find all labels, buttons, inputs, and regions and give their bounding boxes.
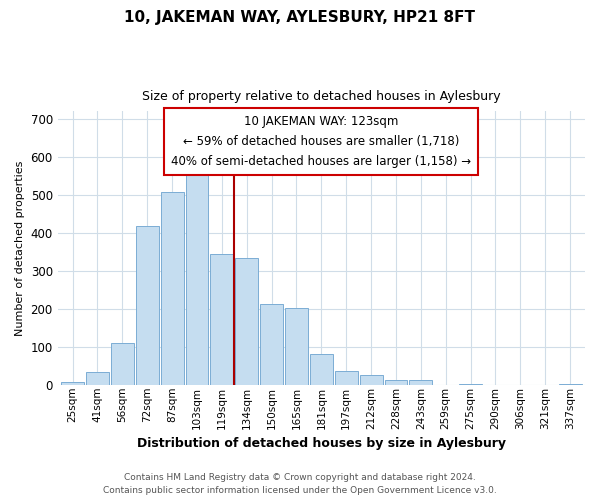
- Bar: [111, 342, 134, 385]
- Text: 10, JAKEMAN WAY, AYLESBURY, HP21 8FT: 10, JAKEMAN WAY, AYLESBURY, HP21 8FT: [125, 10, 476, 25]
- Bar: [185, 165, 208, 385]
- Bar: [459, 384, 482, 385]
- Bar: [211, 254, 233, 385]
- Text: 10 JAKEMAN WAY: 123sqm
← 59% of detached houses are smaller (1,718)
40% of semi-: 10 JAKEMAN WAY: 123sqm ← 59% of detached…: [171, 115, 472, 168]
- X-axis label: Distribution of detached houses by size in Aylesbury: Distribution of detached houses by size …: [137, 437, 506, 450]
- Bar: [409, 380, 432, 385]
- Title: Size of property relative to detached houses in Aylesbury: Size of property relative to detached ho…: [142, 90, 500, 103]
- Bar: [385, 380, 407, 385]
- Bar: [161, 192, 184, 385]
- Y-axis label: Number of detached properties: Number of detached properties: [15, 160, 25, 336]
- Bar: [559, 384, 581, 385]
- Bar: [235, 258, 258, 385]
- Bar: [359, 375, 383, 385]
- Bar: [260, 304, 283, 385]
- Bar: [285, 308, 308, 385]
- Bar: [61, 382, 84, 385]
- Bar: [335, 371, 358, 385]
- Bar: [136, 226, 158, 385]
- Bar: [310, 354, 333, 385]
- Bar: [86, 372, 109, 385]
- Text: Contains HM Land Registry data © Crown copyright and database right 2024.
Contai: Contains HM Land Registry data © Crown c…: [103, 473, 497, 495]
